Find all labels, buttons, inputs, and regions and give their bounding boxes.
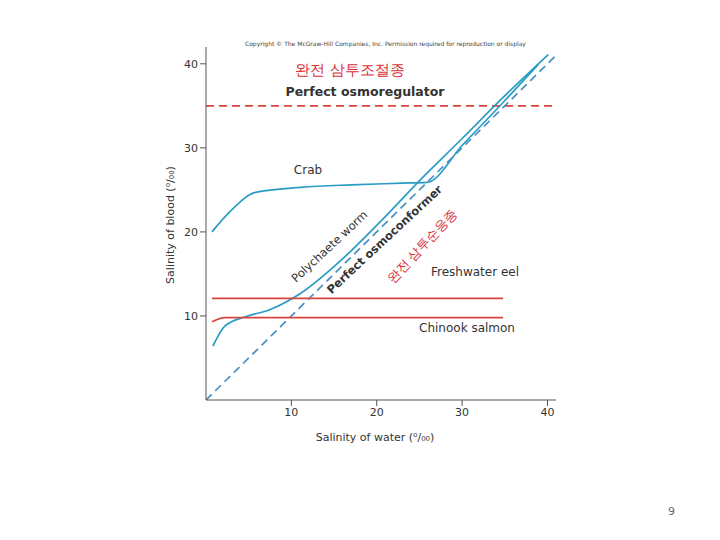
html-text:9: 9 — [668, 505, 675, 518]
html-text:Chinook salmon: Chinook salmon — [419, 321, 515, 335]
svg-text:10: 10 — [184, 310, 198, 323]
html-text:Salinity of water (⁰/₀₀): Salinity of water (⁰/₀₀) — [315, 430, 435, 444]
html-text:Perfect osmoregulator: Perfect osmoregulator — [285, 83, 445, 99]
html-text:Crab: Crab — [293, 163, 323, 177]
svg-text:40: 40 — [540, 406, 554, 419]
svg-text:10: 10 — [284, 406, 298, 419]
svg-text:30: 30 — [455, 406, 469, 419]
svg-text:20: 20 — [184, 226, 198, 239]
html-text:Freshwater eel: Freshwater eel — [431, 265, 519, 279]
svg-text:30: 30 — [184, 142, 198, 155]
html-text:Salinity of blood (⁰/₀₀): Salinity of blood (⁰/₀₀) — [163, 166, 177, 284]
html-text:완전 삼투순응종: 완전 삼투순응종 — [384, 206, 460, 286]
html-text:Polychaete worm: Polychaete worm — [288, 207, 371, 286]
html-text:완전 삼투조절종: 완전 삼투조절종 — [295, 60, 405, 79]
html-text:Copyright © The McGraw-Hill Co: Copyright © The McGraw-Hill Companies, I… — [245, 40, 526, 47]
html-text:Perfect osmoconformer: Perfect osmoconformer — [323, 182, 446, 297]
svg-text:40: 40 — [184, 58, 198, 71]
svg-text:20: 20 — [370, 406, 384, 419]
